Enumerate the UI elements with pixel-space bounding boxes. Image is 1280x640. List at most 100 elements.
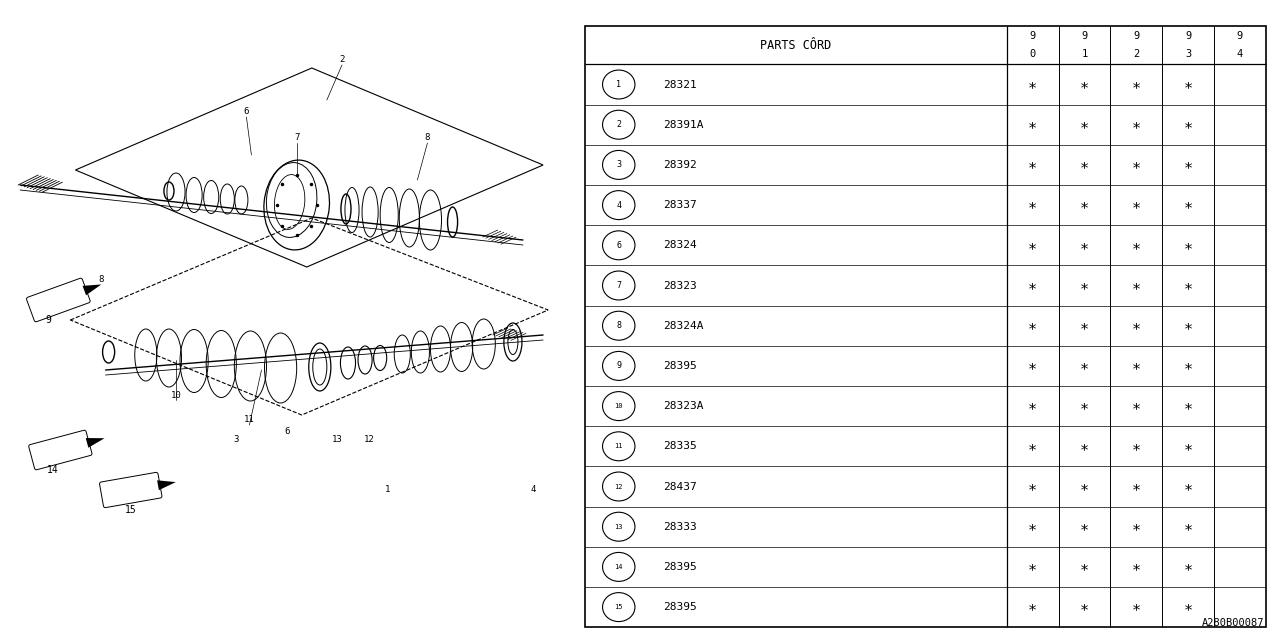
Text: 11: 11 — [244, 415, 255, 424]
Text: ∗: ∗ — [1184, 238, 1193, 253]
Text: ∗: ∗ — [1132, 318, 1140, 333]
Text: ∗: ∗ — [1028, 519, 1037, 534]
Text: ∗: ∗ — [1080, 157, 1089, 172]
Text: 28335: 28335 — [663, 442, 698, 451]
Text: 15: 15 — [614, 604, 623, 610]
Text: 6: 6 — [243, 108, 250, 116]
Text: 3: 3 — [234, 435, 239, 445]
Text: 28392: 28392 — [663, 160, 698, 170]
Polygon shape — [157, 480, 175, 490]
Text: ∗: ∗ — [1184, 198, 1193, 212]
Text: ∗: ∗ — [1132, 198, 1140, 212]
Text: ∗: ∗ — [1184, 117, 1193, 132]
Text: ∗: ∗ — [1028, 157, 1037, 172]
Text: ∗: ∗ — [1028, 77, 1037, 92]
Text: ∗: ∗ — [1080, 439, 1089, 454]
Polygon shape — [86, 438, 105, 448]
Text: 4: 4 — [1236, 49, 1243, 58]
Text: ∗: ∗ — [1184, 479, 1193, 494]
Text: 3: 3 — [1185, 49, 1192, 58]
Text: ∗: ∗ — [1184, 600, 1193, 614]
Text: 9: 9 — [616, 362, 621, 371]
Text: 28437: 28437 — [663, 481, 698, 492]
Text: 1: 1 — [1082, 49, 1088, 58]
Text: 1: 1 — [384, 486, 390, 495]
Text: 28395: 28395 — [663, 361, 698, 371]
Text: ∗: ∗ — [1132, 278, 1140, 293]
Text: 12: 12 — [364, 435, 375, 445]
Text: 8: 8 — [97, 275, 104, 285]
Text: ∗: ∗ — [1028, 439, 1037, 454]
Text: ∗: ∗ — [1132, 358, 1140, 373]
Text: ∗: ∗ — [1132, 559, 1140, 575]
Text: ∗: ∗ — [1184, 519, 1193, 534]
Text: PARTS CÔRD: PARTS CÔRD — [760, 38, 832, 51]
Text: 10: 10 — [614, 403, 623, 409]
Text: 3: 3 — [616, 161, 621, 170]
Text: 4: 4 — [616, 200, 621, 210]
Text: 9: 9 — [1029, 31, 1036, 42]
Text: 9: 9 — [1082, 31, 1088, 42]
Text: 1: 1 — [616, 80, 621, 89]
Text: 13: 13 — [332, 435, 342, 445]
Text: ∗: ∗ — [1080, 600, 1089, 614]
Text: 13: 13 — [614, 524, 623, 530]
Text: ∗: ∗ — [1184, 278, 1193, 293]
Text: ∗: ∗ — [1132, 238, 1140, 253]
Text: ∗: ∗ — [1028, 117, 1037, 132]
Text: ∗: ∗ — [1132, 519, 1140, 534]
Text: 2: 2 — [616, 120, 621, 129]
Text: ∗: ∗ — [1184, 77, 1193, 92]
Text: ∗: ∗ — [1132, 439, 1140, 454]
Text: 4: 4 — [530, 486, 536, 495]
Text: 2: 2 — [1133, 49, 1139, 58]
Text: ∗: ∗ — [1132, 117, 1140, 132]
Text: ∗: ∗ — [1132, 157, 1140, 172]
Text: 14: 14 — [46, 465, 58, 475]
Text: 28323A: 28323A — [663, 401, 704, 411]
Text: 9: 9 — [1185, 31, 1192, 42]
Text: ∗: ∗ — [1132, 77, 1140, 92]
Text: 8: 8 — [425, 134, 430, 143]
Text: 2: 2 — [339, 56, 344, 65]
Text: 9: 9 — [1133, 31, 1139, 42]
Text: 28391A: 28391A — [663, 120, 704, 130]
Text: ∗: ∗ — [1132, 399, 1140, 413]
Text: 8: 8 — [616, 321, 621, 330]
Polygon shape — [83, 284, 101, 295]
Text: ∗: ∗ — [1028, 479, 1037, 494]
Text: ∗: ∗ — [1080, 318, 1089, 333]
Text: 28395: 28395 — [663, 562, 698, 572]
Text: 28323: 28323 — [663, 280, 698, 291]
Text: 14: 14 — [614, 564, 623, 570]
Text: ∗: ∗ — [1028, 278, 1037, 293]
Text: ∗: ∗ — [1028, 399, 1037, 413]
Text: 7: 7 — [294, 134, 300, 143]
Text: 12: 12 — [614, 483, 623, 490]
Text: ∗: ∗ — [1028, 198, 1037, 212]
Text: ∗: ∗ — [1028, 238, 1037, 253]
Text: 28324: 28324 — [663, 240, 698, 250]
Text: ∗: ∗ — [1132, 600, 1140, 614]
Text: ∗: ∗ — [1028, 559, 1037, 575]
Text: 28321: 28321 — [663, 79, 698, 90]
Text: ∗: ∗ — [1184, 157, 1193, 172]
Text: ∗: ∗ — [1184, 439, 1193, 454]
Text: ∗: ∗ — [1184, 559, 1193, 575]
Text: 11: 11 — [614, 444, 623, 449]
Text: 28333: 28333 — [663, 522, 698, 532]
Text: ∗: ∗ — [1184, 358, 1193, 373]
Text: ∗: ∗ — [1132, 479, 1140, 494]
Text: ∗: ∗ — [1080, 278, 1089, 293]
Text: 28337: 28337 — [663, 200, 698, 210]
Text: ∗: ∗ — [1028, 600, 1037, 614]
Text: 6: 6 — [616, 241, 621, 250]
Text: ∗: ∗ — [1080, 479, 1089, 494]
Text: 7: 7 — [616, 281, 621, 290]
Text: 10: 10 — [170, 390, 182, 399]
Text: ∗: ∗ — [1080, 77, 1089, 92]
Text: 6: 6 — [284, 428, 289, 436]
Text: ∗: ∗ — [1080, 519, 1089, 534]
Text: ∗: ∗ — [1184, 318, 1193, 333]
Text: ∗: ∗ — [1080, 198, 1089, 212]
